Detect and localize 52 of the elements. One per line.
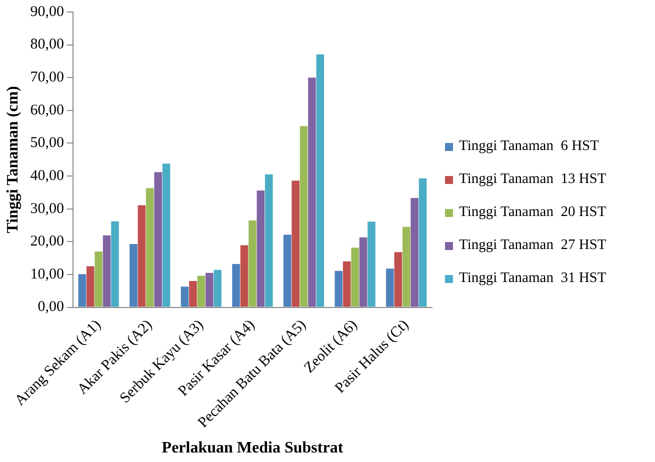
bar <box>342 261 351 307</box>
bar <box>154 172 162 307</box>
bar <box>308 78 316 307</box>
bar <box>316 54 324 307</box>
bar <box>402 226 410 307</box>
y-tick-label: 60,00 <box>30 102 64 118</box>
bar <box>394 252 402 307</box>
y-tick-label: 70,00 <box>30 70 64 86</box>
bar <box>205 272 214 307</box>
bar <box>292 180 300 307</box>
legend-label: Tinggi Tanaman 20 HST <box>459 204 606 221</box>
bar <box>359 237 368 307</box>
bar <box>180 286 189 307</box>
bar <box>146 188 154 307</box>
y-tick-label: 10,00 <box>30 266 64 282</box>
bar <box>300 126 308 307</box>
bar <box>283 234 292 307</box>
bar <box>334 270 343 307</box>
y-tick-label: 0,00 <box>38 299 64 316</box>
bar <box>351 248 359 307</box>
y-axis-title: Tinggi Tanaman (cm) <box>4 86 22 234</box>
bar <box>86 266 94 307</box>
bar <box>386 268 394 307</box>
bar <box>256 190 265 307</box>
y-tick-label: 50,00 <box>30 135 64 152</box>
legend-label: Tinggi Tanaman 13 HST <box>459 171 606 188</box>
legend-label: Tinggi Tanaman 27 HST <box>459 237 606 254</box>
bar <box>410 198 418 307</box>
bar <box>264 174 273 307</box>
bar <box>197 276 206 307</box>
bar <box>232 264 240 307</box>
y-tick-label: 80,00 <box>30 36 64 53</box>
bar <box>214 270 222 307</box>
y-tick-label: 90,00 <box>30 4 64 20</box>
y-tick-label: 30,00 <box>30 200 64 217</box>
bar <box>102 235 111 307</box>
bar <box>240 245 248 307</box>
legend-label: Tinggi Tanaman 31 HST <box>459 270 606 287</box>
legend-label: Tinggi Tanaman 6 HST <box>459 138 599 155</box>
y-tick-label: 20,00 <box>30 234 64 250</box>
bar <box>248 220 256 307</box>
bar <box>94 252 102 307</box>
x-axis-title: Perlakuan Media Substrat <box>162 440 344 457</box>
bar <box>418 178 427 307</box>
bar <box>189 281 197 307</box>
bar <box>78 274 86 307</box>
bar <box>130 244 138 307</box>
bar <box>162 164 170 307</box>
bar <box>368 222 376 307</box>
bar <box>138 205 146 307</box>
y-tick-label: 40,00 <box>30 168 64 184</box>
bar <box>111 221 119 307</box>
